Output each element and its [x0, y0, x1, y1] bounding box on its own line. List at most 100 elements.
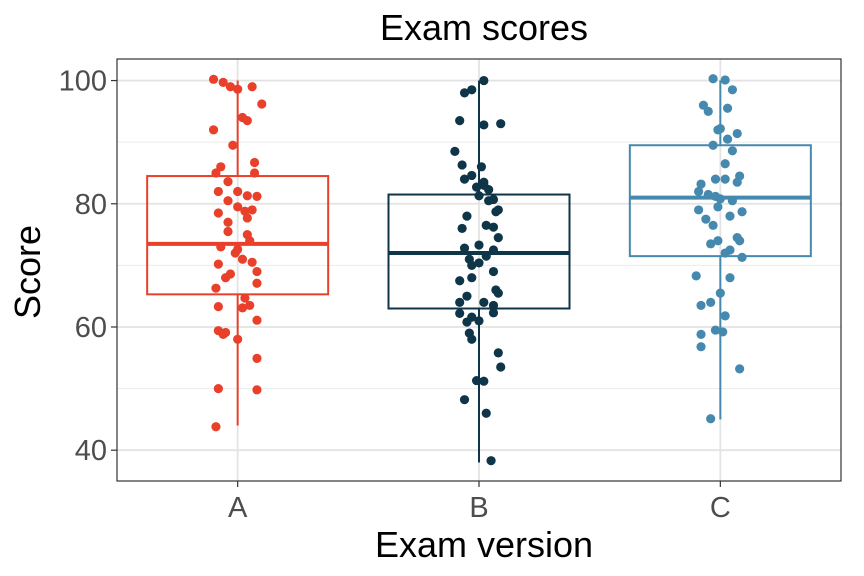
data-point — [488, 194, 499, 205]
data-point — [479, 376, 489, 386]
data-point — [474, 316, 484, 326]
data-point — [696, 300, 706, 311]
box-iqr — [628, 144, 812, 258]
data-point — [247, 82, 257, 92]
data-point — [720, 248, 730, 258]
data-point — [221, 273, 231, 283]
data-point — [694, 205, 704, 215]
data-point — [701, 214, 711, 224]
data-point — [249, 157, 260, 168]
data-point — [710, 174, 721, 184]
data-point — [218, 77, 228, 88]
data-point — [252, 353, 262, 364]
data-point — [488, 245, 499, 255]
data-point — [479, 75, 489, 86]
points — [208, 74, 747, 466]
data-point — [208, 125, 219, 135]
data-point — [247, 205, 257, 215]
data-point — [479, 120, 489, 130]
data-point — [211, 422, 221, 432]
data-point — [213, 186, 223, 197]
data-point — [459, 243, 470, 253]
y-tick-label: 100 — [59, 66, 107, 98]
data-point — [708, 220, 718, 230]
x-axis-title: Exam version — [375, 524, 593, 565]
data-point — [213, 302, 223, 312]
data-point — [708, 74, 718, 84]
data-point — [455, 297, 465, 307]
data-point — [496, 119, 506, 129]
data-point — [240, 293, 250, 303]
data-point — [474, 191, 484, 201]
data-point — [725, 211, 735, 221]
data-point — [737, 252, 747, 262]
x-tick-label: A — [228, 492, 248, 524]
data-point — [698, 100, 709, 110]
data-point — [493, 288, 503, 298]
data-point — [462, 211, 472, 221]
data-point — [211, 283, 221, 293]
data-point — [459, 174, 470, 184]
data-point — [252, 191, 262, 201]
data-point — [735, 236, 745, 246]
x-tick-label: C — [710, 492, 731, 524]
data-point — [457, 223, 467, 234]
points-B — [450, 75, 506, 466]
data-point — [223, 176, 233, 187]
data-point — [484, 185, 494, 195]
data-point — [450, 146, 460, 157]
data-point — [476, 162, 487, 172]
data-point — [233, 202, 243, 212]
data-point — [720, 311, 730, 321]
y-axis: 40 60 80 100 — [59, 66, 117, 467]
data-point — [242, 191, 252, 201]
data-point — [486, 456, 496, 466]
box-iqr — [146, 175, 330, 296]
data-point — [713, 125, 723, 135]
data-point — [233, 84, 243, 94]
data-point — [722, 103, 733, 113]
data-point — [474, 240, 484, 250]
data-point — [257, 99, 267, 109]
data-point — [213, 259, 223, 269]
x-axis: A B C — [228, 481, 731, 524]
y-axis-title: Score — [7, 225, 48, 319]
data-point — [496, 362, 506, 372]
x-tick-label: B — [469, 492, 488, 524]
data-point — [727, 146, 738, 156]
data-point — [252, 266, 262, 277]
data-point — [230, 248, 240, 258]
data-point — [706, 414, 716, 424]
data-point — [710, 325, 721, 335]
data-point — [691, 271, 701, 281]
data-point — [720, 75, 730, 85]
data-point — [727, 85, 738, 95]
data-point — [249, 168, 260, 178]
y-tick-label: 80 — [75, 189, 107, 221]
data-point — [252, 315, 262, 325]
data-point — [455, 308, 465, 319]
y-tick-label: 40 — [75, 435, 107, 467]
y-tick-label: 60 — [75, 312, 107, 344]
points-C — [691, 74, 747, 424]
data-point — [706, 239, 716, 249]
data-point — [479, 297, 489, 307]
data-point — [213, 383, 223, 394]
box-B — [387, 80, 571, 463]
data-point — [459, 88, 470, 98]
data-point — [228, 140, 238, 150]
data-point — [467, 85, 477, 95]
data-point — [455, 276, 465, 286]
data-point — [233, 334, 243, 344]
data-point — [706, 297, 716, 307]
data-point — [211, 168, 221, 178]
data-point — [245, 300, 255, 311]
data-point — [488, 266, 499, 277]
data-point — [696, 342, 706, 352]
data-point — [488, 308, 499, 318]
data-point — [252, 385, 262, 395]
data-point — [720, 159, 730, 169]
data-point — [462, 291, 472, 301]
data-point — [694, 186, 704, 197]
